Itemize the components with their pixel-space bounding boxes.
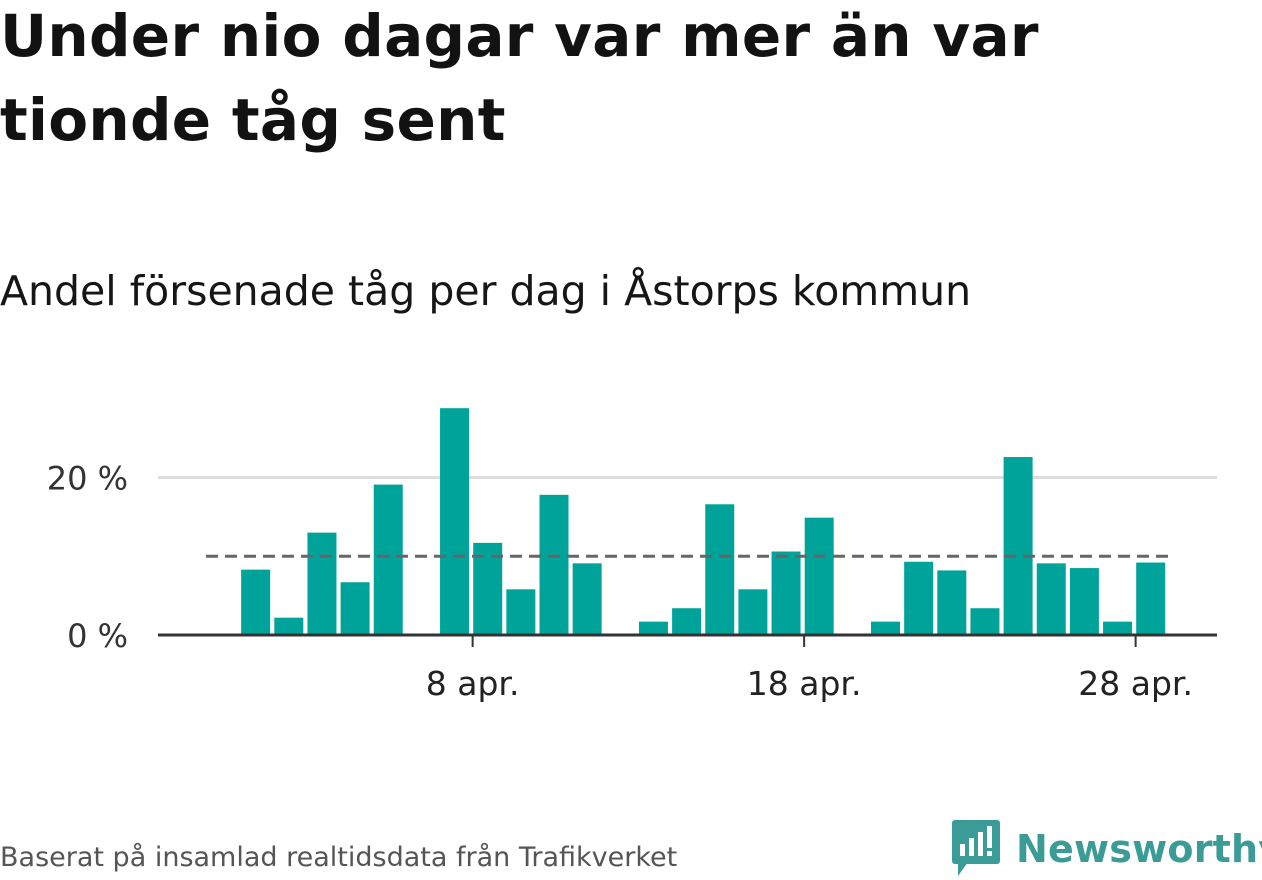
bar bbox=[340, 582, 370, 635]
bars bbox=[241, 408, 1166, 635]
bar bbox=[274, 617, 304, 635]
bar bbox=[804, 517, 834, 635]
newsworthy-chart-icon bbox=[952, 820, 1000, 876]
bar bbox=[970, 608, 1000, 635]
bar-chart: 0 % 20 % 8 apr. 18 apr. 28 apr. bbox=[47, 408, 1217, 703]
newsworthy-logo: Newsworthy bbox=[950, 818, 1262, 880]
bar bbox=[937, 570, 967, 635]
bar bbox=[539, 494, 569, 635]
bar bbox=[705, 504, 735, 635]
x-axis-labels: 8 apr. 18 apr. 28 apr. bbox=[426, 664, 1193, 703]
bar bbox=[1036, 563, 1066, 635]
bar bbox=[638, 621, 668, 635]
x-tick-label: 28 apr. bbox=[1078, 664, 1193, 703]
bar bbox=[904, 561, 934, 635]
bar bbox=[506, 589, 536, 635]
bar bbox=[1069, 568, 1099, 635]
x-axis bbox=[158, 633, 1217, 647]
bar bbox=[241, 569, 271, 635]
x-tick-label: 8 apr. bbox=[426, 664, 520, 703]
bar bbox=[373, 484, 403, 635]
bar bbox=[771, 551, 801, 635]
logo-text: Newsworthy bbox=[1016, 827, 1262, 871]
bar bbox=[738, 589, 768, 635]
bar bbox=[572, 563, 602, 635]
bar bbox=[307, 532, 337, 635]
bar bbox=[473, 542, 503, 635]
chart-title: Under nio dagar var mer än var tionde tå… bbox=[0, 2, 1039, 154]
y-axis-labels: 0 % 20 % bbox=[47, 460, 128, 656]
bar bbox=[1003, 457, 1033, 635]
y-tick-label: 0 % bbox=[67, 617, 128, 655]
bar bbox=[1103, 621, 1133, 635]
y-tick-label: 20 % bbox=[47, 460, 128, 498]
source-note: Baserat på insamlad realtidsdata från Tr… bbox=[0, 842, 678, 873]
bar bbox=[672, 608, 702, 635]
bar bbox=[871, 621, 900, 635]
chart-subtitle: Andel försenade tåg per dag i Åstorps ko… bbox=[0, 267, 972, 315]
bar bbox=[440, 408, 470, 635]
x-tick-label: 18 apr. bbox=[747, 664, 862, 703]
bar bbox=[1136, 562, 1166, 635]
